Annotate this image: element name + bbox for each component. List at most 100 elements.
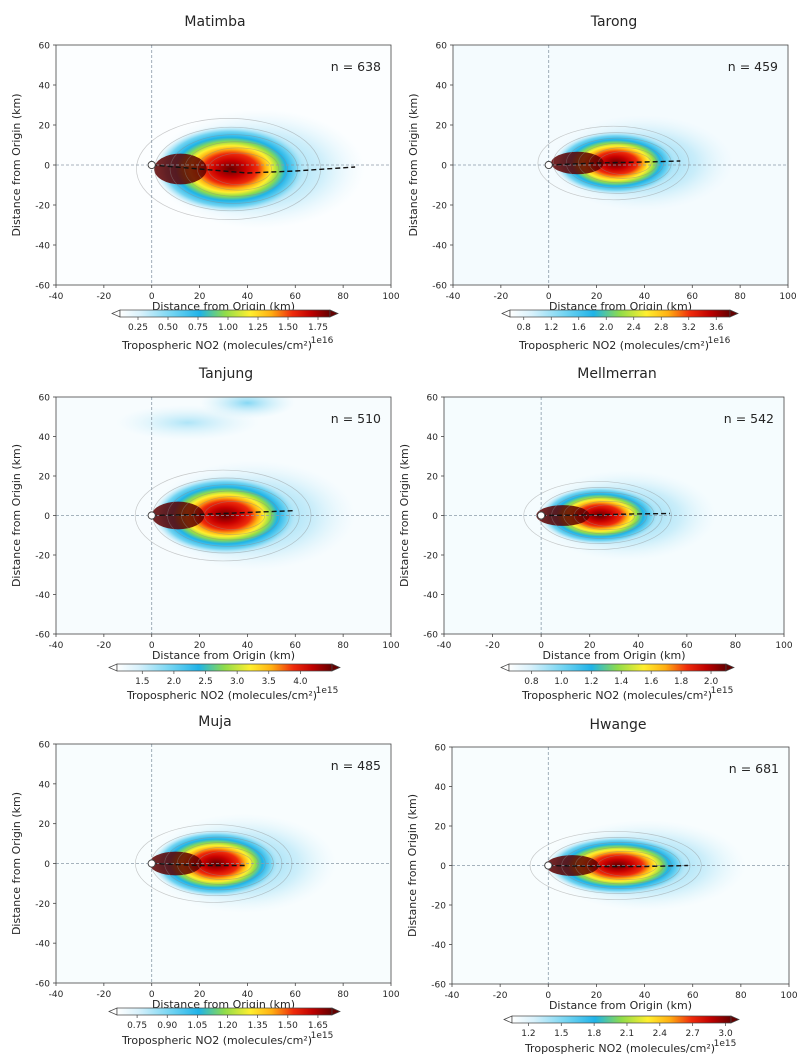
colorbar-tick-label: 2.0: [599, 323, 614, 333]
y-tick-label: 40: [427, 433, 439, 443]
colorbar-tick-label: 1.8: [587, 1029, 602, 1039]
y-tick-label: 60: [427, 394, 439, 404]
chart-panel: -40 -20 0 20 40 60 80 100-60-40-200204060Distan…: [407, 14, 797, 352]
x-tick-label: 0: [538, 641, 544, 651]
y-tick-label: -60: [35, 980, 50, 990]
colorbar-tick-label: 0.75: [127, 1021, 147, 1031]
colorbar-max-extend: [730, 1015, 740, 1024]
y-tick-label: -60: [432, 282, 447, 292]
x-tick-label: -40: [445, 991, 460, 1001]
x-tick-label: -40: [49, 292, 64, 302]
contour-line: [197, 147, 280, 191]
x-tick-label: 40: [242, 292, 254, 302]
y-tick-label: -60: [431, 981, 446, 991]
chart-panel: -40 -20 0 20 40 60 80 100-60-40-200204060Distan…: [398, 366, 793, 702]
chart-title: Hwange: [590, 717, 647, 733]
colorbar-exponent: 1e16: [311, 336, 334, 346]
plume-trajectory-line: [541, 512, 670, 517]
colorbar-tick-label: 1.75: [308, 323, 328, 333]
plume-core: [536, 505, 590, 526]
colorbar: 1.5 2.0 2.5 3.0 3.5 4.0 Tropospheric NO2 (mole…: [108, 663, 341, 702]
x-axis-label: Distance from Origin (km): [152, 649, 295, 662]
contour-line: [537, 125, 690, 201]
plume-trajectory-line: [548, 160, 681, 166]
colorbar-exponent: 1e16: [708, 336, 731, 346]
chart-panel: -40 -20 0 20 40 60 80 100-60-40-200204060Distan…: [10, 366, 400, 702]
colorbar-max-extend: [331, 663, 341, 672]
y-tick-label: -20: [423, 552, 438, 562]
y-tick-label: -40: [432, 242, 447, 252]
x-tick-label: 40: [639, 292, 651, 302]
colorbar-gradient: [116, 663, 333, 672]
colorbar-tick-label: 0.25: [128, 323, 148, 333]
y-tick-label: 20: [435, 823, 447, 833]
colorbar-tick-label: 1.2: [584, 677, 598, 687]
colorbar-exponent: 1e15: [714, 1039, 737, 1049]
colorbar-tick-label: 2.1: [620, 1029, 634, 1039]
x-tick-label: 100: [382, 292, 399, 302]
y-tick-label: 40: [39, 82, 51, 92]
colorbar-tick-label: 4.0: [293, 677, 308, 687]
colorbar: 0.8 1.0 1.2 1.4 1.6 1.8 2.0 Tropospheric NO2 (m…: [500, 663, 735, 702]
colorbar-tick-label: 1.35: [248, 1021, 268, 1031]
sample-count-label: n = 681: [729, 761, 779, 776]
colorbar-tick-label: 3.5: [262, 677, 276, 687]
colorbar-tick-label: 1.50: [278, 323, 298, 333]
colorbar-min-extend: [500, 663, 510, 672]
x-tick-label: -40: [49, 990, 64, 1000]
x-tick-label: 0: [546, 292, 552, 302]
colorbar-label: Tropospheric NO2 (molecules/cm²): [518, 339, 709, 352]
x-tick-label: 20: [194, 292, 206, 302]
source-marker: [544, 160, 553, 170]
y-tick-label: 0: [44, 512, 50, 522]
x-tick-label: 80: [337, 641, 349, 651]
x-tick-label: 0: [545, 991, 551, 1001]
chart-title: Mellmerran: [577, 366, 656, 382]
x-tick-label: 100: [382, 990, 399, 1000]
y-tick-label: 40: [39, 780, 51, 790]
colorbar-tick-label: 1.00: [218, 323, 238, 333]
colorbar-tick-label: 2.0: [167, 677, 182, 687]
y-tick-label: 0: [441, 162, 447, 172]
y-tick-label: 20: [39, 820, 51, 830]
y-axis-label: Distance from Origin (km): [407, 93, 420, 236]
colorbar-tick-label: 2.7: [686, 1029, 700, 1039]
x-tick-label: -20: [494, 292, 509, 302]
colorbar-tick-label: 0.90: [157, 1021, 177, 1031]
source-marker: [147, 859, 156, 868]
y-tick-label: 60: [39, 394, 51, 404]
y-tick-label: -60: [35, 282, 50, 292]
x-tick-label: -40: [437, 641, 452, 651]
y-tick-label: 40: [435, 783, 447, 793]
x-tick-label: 40: [639, 991, 651, 1001]
sample-count-label: n = 485: [331, 758, 381, 773]
colorbar-label: Tropospheric NO2 (molecules/cm²): [126, 689, 317, 702]
contour-line: [154, 126, 309, 212]
colorbar-tick-label: 1.20: [217, 1021, 237, 1031]
colorbar-tick-label: 2.5: [198, 677, 212, 687]
colorbar-tick-label: 1.05: [187, 1021, 207, 1031]
colorbar-tick-label: 1.5: [554, 1029, 568, 1039]
colorbar-gradient: [119, 309, 331, 318]
y-tick-label: 40: [39, 433, 51, 443]
source-marker: [544, 861, 553, 870]
y-tick-label: -60: [35, 631, 50, 641]
colorbar-max-extend: [729, 309, 739, 318]
contour-line: [529, 831, 702, 900]
x-tick-label: -20: [97, 292, 112, 302]
contour-line: [203, 500, 266, 531]
x-tick-label: 60: [681, 641, 693, 651]
colorbar-tick-label: 1.6: [572, 323, 587, 333]
contour-line: [207, 152, 272, 186]
sample-count-label: n = 459: [728, 59, 778, 74]
x-tick-label: 100: [775, 641, 792, 651]
sample-count-label: n = 510: [331, 411, 381, 426]
plume-body: [154, 125, 308, 213]
colorbar: 0.25 0.50 0.75 1.00 1.25 1.50 1.75 Tropospheric…: [111, 309, 339, 352]
colorbar-tick-label: 1.4: [614, 677, 629, 687]
colorbar-tick-label: 3.6: [709, 323, 724, 333]
x-axis-label: Distance from Origin (km): [549, 999, 692, 1012]
